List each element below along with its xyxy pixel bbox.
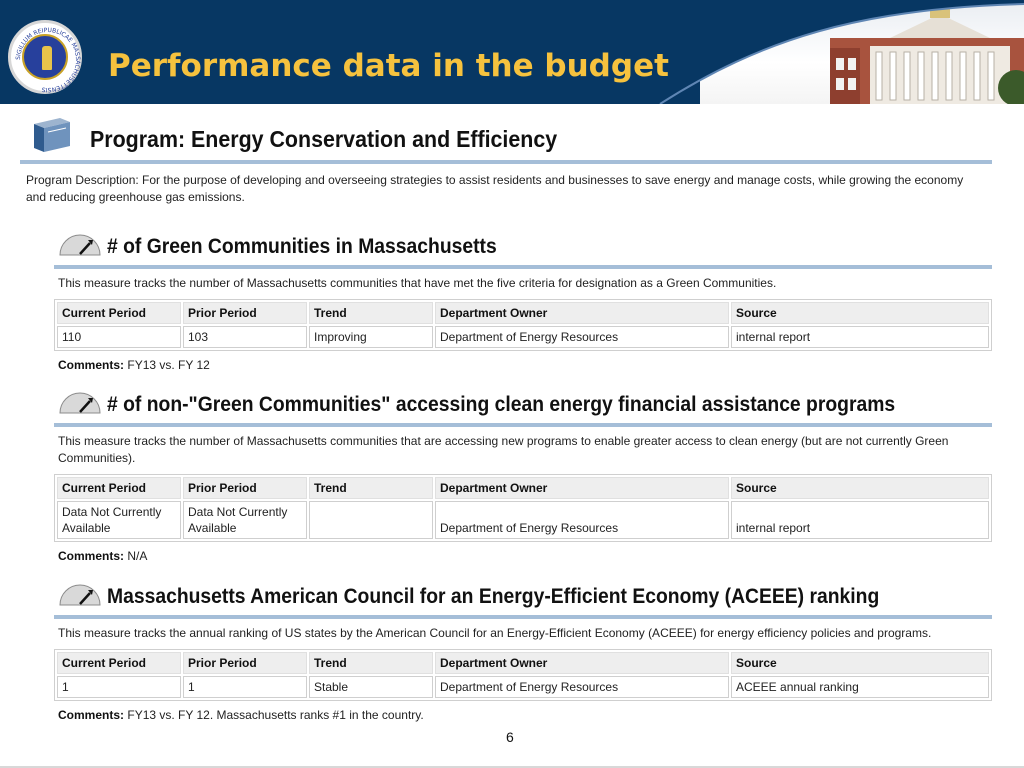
cell-department-owner: Department of Energy Resources xyxy=(435,501,729,539)
page-number: 6 xyxy=(506,729,514,745)
header-banner: SIGILLUM REIPUBLICAE MASSACHUSETTENSIS P… xyxy=(0,0,1024,104)
measure-divider xyxy=(54,423,992,427)
header-trend: Trend xyxy=(309,652,433,674)
banner-curve-shape xyxy=(0,0,1024,104)
comments-label: Comments: xyxy=(58,708,125,722)
cell-department-owner: Department of Energy Resources xyxy=(435,676,729,698)
table-header-row: Current Period Prior Period Trend Depart… xyxy=(57,652,989,674)
cell-trend xyxy=(309,501,433,539)
program-divider xyxy=(20,160,992,164)
measure-description: This measure tracks the number of Massac… xyxy=(58,434,949,465)
measure-comments: Comments: N/A xyxy=(58,549,147,563)
measure-title: # of Green Communities in Massachusetts xyxy=(107,235,497,258)
cell-trend: Stable xyxy=(309,676,433,698)
header-department-owner: Department Owner xyxy=(435,302,729,324)
header-prior-period: Prior Period xyxy=(183,477,307,499)
measure-divider xyxy=(54,265,992,269)
cell-trend: Improving xyxy=(309,326,433,348)
measure-table: Current Period Prior Period Trend Depart… xyxy=(54,474,992,542)
header-department-owner: Department Owner xyxy=(435,477,729,499)
measure-comments: Comments: FY13 vs. FY 12 xyxy=(58,358,210,372)
measure-description: This measure tracks the number of Massac… xyxy=(58,276,777,290)
measure-table: Current Period Prior Period Trend Depart… xyxy=(54,649,992,701)
measure-divider xyxy=(54,615,992,619)
header-current-period: Current Period xyxy=(57,302,181,324)
cell-source: internal report xyxy=(731,326,989,348)
header-trend: Trend xyxy=(309,302,433,324)
massachusetts-seal-logo: SIGILLUM REIPUBLICAE MASSACHUSETTENSIS xyxy=(8,20,82,94)
seal-shield xyxy=(22,34,68,80)
header-prior-period: Prior Period xyxy=(183,652,307,674)
comments-label: Comments: xyxy=(58,549,125,563)
comments-text: N/A xyxy=(127,549,148,563)
table-row: 110 103 Improving Department of Energy R… xyxy=(57,326,989,348)
header-trend: Trend xyxy=(309,477,433,499)
program-description: Program Description: For the purpose of … xyxy=(26,173,964,204)
header-current-period: Current Period xyxy=(57,477,181,499)
measure-title: # of non-"Green Communities" accessing c… xyxy=(107,393,896,416)
header-current-period: Current Period xyxy=(57,652,181,674)
measure-title: Massachusetts American Council for an En… xyxy=(107,585,880,608)
measure-comments: Comments: FY13 vs. FY 12. Massachusetts … xyxy=(58,708,424,722)
book-icon xyxy=(34,118,70,152)
header-source: Source xyxy=(731,477,989,499)
comments-text: FY13 vs. FY 12. Massachusetts ranks #1 i… xyxy=(127,708,424,722)
cell-prior-period: Data Not Currently Available xyxy=(183,501,307,539)
table-header-row: Current Period Prior Period Trend Depart… xyxy=(57,302,989,324)
cell-current-period: 110 xyxy=(57,326,181,348)
seal-figure-icon xyxy=(42,46,52,70)
cell-prior-period: 1 xyxy=(183,676,307,698)
cell-current-period: Data Not Currently Available xyxy=(57,501,181,539)
gauge-icon xyxy=(59,584,101,606)
gauge-icon xyxy=(59,234,101,256)
table-row: Data Not Currently Available Data Not Cu… xyxy=(57,501,989,539)
slide-title: Performance data in the budget xyxy=(108,48,669,84)
program-title: Program: Energy Conservation and Efficie… xyxy=(90,126,558,152)
table-row: 1 1 Stable Department of Energy Resource… xyxy=(57,676,989,698)
comments-text: FY13 vs. FY 12 xyxy=(127,358,210,372)
header-source: Source xyxy=(731,302,989,324)
header-source: Source xyxy=(731,652,989,674)
cell-department-owner: Department of Energy Resources xyxy=(435,326,729,348)
comments-label: Comments: xyxy=(58,358,125,372)
header-prior-period: Prior Period xyxy=(183,302,307,324)
cell-source: ACEEE annual ranking xyxy=(731,676,989,698)
measure-description: This measure tracks the annual ranking o… xyxy=(58,626,932,640)
header-department-owner: Department Owner xyxy=(435,652,729,674)
cell-source: internal report xyxy=(731,501,989,539)
gauge-icon xyxy=(59,392,101,414)
measure-table: Current Period Prior Period Trend Depart… xyxy=(54,299,992,351)
table-header-row: Current Period Prior Period Trend Depart… xyxy=(57,477,989,499)
cell-prior-period: 103 xyxy=(183,326,307,348)
state-house-image xyxy=(830,8,1024,104)
footer-divider xyxy=(0,766,1024,768)
cell-current-period: 1 xyxy=(57,676,181,698)
